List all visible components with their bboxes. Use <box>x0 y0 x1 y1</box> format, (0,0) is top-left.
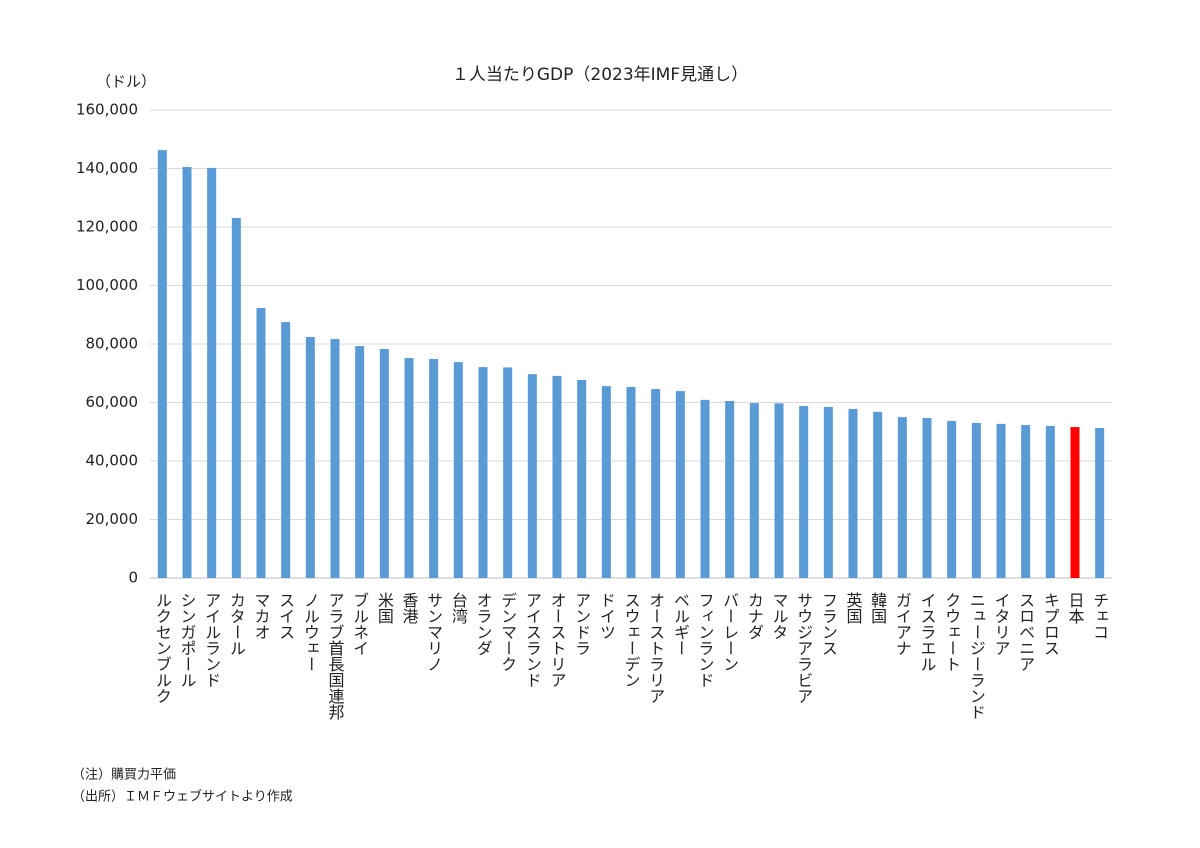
y-tick-label: 60,000 <box>86 393 139 411</box>
x-tick-label: アイスランド <box>523 592 542 688</box>
bar <box>256 308 266 578</box>
y-tick-label: 0 <box>128 569 138 587</box>
x-tick-label: スウェーデン <box>622 592 641 688</box>
bar <box>1070 427 1080 578</box>
bar <box>552 375 562 578</box>
y-tick-label: 20,000 <box>86 510 139 528</box>
x-tick-label: カタール <box>227 592 246 656</box>
y-tick-label: 100,000 <box>76 276 138 294</box>
x-tick-label: イタリア <box>992 592 1011 656</box>
x-tick-label: ベルギー <box>671 592 690 656</box>
x-tick-label: ノルウェー <box>301 592 320 672</box>
bar <box>848 408 858 578</box>
bar <box>207 167 217 579</box>
y-tick-label: 140,000 <box>76 159 138 177</box>
bar <box>675 391 685 578</box>
x-tick-label: ガイアナ <box>893 592 912 656</box>
x-tick-label: オーストラリア <box>646 592 665 704</box>
x-tick-label: イスラエル <box>918 592 937 672</box>
chart-title: １人当たりGDP（2023年IMF見通し） <box>452 65 748 85</box>
bar <box>478 367 488 578</box>
x-tick-label: ブルネイ <box>350 592 369 656</box>
bar <box>971 422 981 578</box>
bar <box>626 386 636 578</box>
x-tick-label: ニュージーランド <box>967 592 986 720</box>
x-tick-label: サンマリノ <box>424 592 443 672</box>
x-tick-label: 台湾 <box>449 592 468 624</box>
x-tick-label: スイス <box>276 592 295 640</box>
x-tick-label: アイルランド <box>202 592 221 688</box>
x-tick-label: オーストリア <box>548 592 567 688</box>
bar <box>799 406 809 578</box>
bar <box>404 358 414 578</box>
bar <box>1045 425 1055 578</box>
bar <box>700 399 710 578</box>
bar <box>996 423 1006 578</box>
x-tick-label: アラブ首長国連邦 <box>326 592 345 720</box>
bar <box>1021 425 1031 578</box>
bar <box>330 339 340 578</box>
bar <box>897 417 907 578</box>
bar <box>305 336 315 578</box>
x-tick-label: 韓国 <box>868 592 887 624</box>
y-tick-label: 40,000 <box>86 452 139 470</box>
note: （出所）ＩＭＦウェブサイトより作成 <box>72 789 293 805</box>
bar <box>379 348 389 578</box>
bar <box>601 386 611 578</box>
bar <box>1095 427 1105 578</box>
x-tick-label: フランス <box>819 592 838 656</box>
bar <box>281 322 291 578</box>
x-tick-label: デンマーク <box>498 592 517 672</box>
bar <box>947 420 957 578</box>
x-tick-label: サウジアラビア <box>794 592 813 704</box>
bar <box>429 358 439 578</box>
x-tick-label: オランダ <box>474 592 493 656</box>
bar <box>774 403 784 578</box>
bar <box>182 167 192 578</box>
x-tick-label: キプロス <box>1041 592 1060 656</box>
y-tick-label: 80,000 <box>86 335 139 353</box>
bar <box>823 406 833 578</box>
bar <box>725 401 735 578</box>
y-tick-label: 120,000 <box>76 218 138 236</box>
x-tick-label: チェコ <box>1090 592 1109 640</box>
x-tick-label: フィンランド <box>696 592 715 688</box>
bar <box>355 346 365 578</box>
bar <box>527 374 537 578</box>
bar <box>922 418 932 578</box>
x-tick-label: マカオ <box>252 592 271 640</box>
x-tick-label: 英国 <box>844 592 863 624</box>
x-tick-label: シンガポール <box>178 592 197 688</box>
x-tick-label: ルクセンブルク <box>153 592 172 704</box>
x-tick-label: 日本 <box>1066 592 1085 624</box>
bar <box>231 217 241 578</box>
x-tick-label: アンドラ <box>572 592 591 656</box>
x-tick-label: 米国 <box>375 592 394 624</box>
x-tick-label: カナダ <box>745 592 764 640</box>
x-tick-label: 香港 <box>400 592 419 624</box>
x-tick-label: クウェート <box>942 592 961 672</box>
x-tick-label: スロベニア <box>1016 592 1035 672</box>
bar <box>503 367 513 578</box>
note: （注）購買力平価 <box>72 768 176 783</box>
x-tick-label: ドイツ <box>597 592 616 640</box>
bar <box>873 411 883 578</box>
bar <box>577 379 587 578</box>
bar <box>651 389 661 578</box>
bar <box>453 362 463 578</box>
y-unit: （ドル） <box>96 73 156 91</box>
bar <box>749 403 759 578</box>
bar <box>157 150 167 578</box>
x-tick-label: マルタ <box>770 592 789 640</box>
y-tick-label: 160,000 <box>76 101 138 119</box>
x-tick-label: バーレーン <box>720 592 739 672</box>
